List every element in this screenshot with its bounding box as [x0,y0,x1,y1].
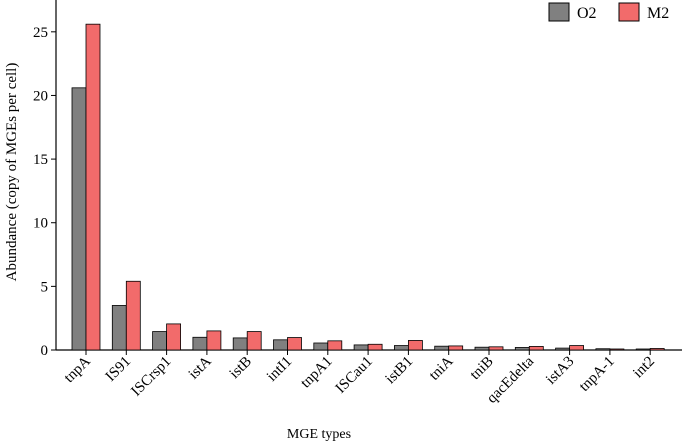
bar-o2-tnia [434,345,450,351]
bar-o2-ista3 [555,347,570,351]
bar-o2-tnib [474,346,490,351]
bar-m2-tnpa1 [327,340,343,351]
y-axis-label: Abundance (copy of MGEs per cell) [4,63,20,282]
bar-m2-iscau1 [367,343,383,351]
x-tick-label: tnpA [61,353,94,386]
x-tick-label: tniB [467,354,497,384]
bar-o2-tnpa1 [313,342,329,351]
y-axis-ticks: 0 5 10 15 20 25 [33,25,56,359]
y-tick-label: 15 [33,152,48,168]
bar-m2-ista [206,330,222,351]
x-tick-label: intI1 [264,354,295,385]
x-tick-label: istA3 [543,354,577,388]
x-tick-label: istB [227,354,255,382]
bar-marks [71,23,665,351]
y-tick-label: 5 [41,279,49,295]
bar-m2-ista3 [569,345,584,351]
bar-m2-istb1 [407,340,423,351]
bar-o2-tnpa [71,87,87,351]
bar-o2-ista [192,336,208,351]
bar-o2-qacedelta [514,347,530,351]
y-tick-label: 0 [41,343,49,359]
bar-m2-tnpa-1 [609,348,625,351]
bar-m2-inti1 [287,337,302,351]
bar-o2-tnpa-1 [595,348,611,351]
bar-o2-int2 [635,348,651,351]
x-tick-label: tnpA1 [298,354,336,392]
bar-m2-istb [246,331,262,351]
x-tick-label: istA [186,353,215,382]
bar-m2-int2 [649,348,665,351]
x-tick-label: ISCau1 [333,354,376,397]
x-tick-label: tnpA-1 [576,354,617,395]
x-axis-label: MGE types [287,427,351,442]
x-tick-label: istB1 [383,354,417,388]
bar-o2-inti1 [273,339,288,351]
legend-label-m2: M2 [647,5,669,22]
x-tick-label: int2 [630,354,658,382]
bar-o2-istb [232,337,248,351]
bar-m2-is91 [125,280,141,351]
bar-m2-tnib [488,346,504,351]
bar-o2-istb1 [393,345,409,351]
bar-o2-iscau1 [353,344,369,351]
bar-m2-iscrsp1 [166,323,182,351]
x-tick-label: ISCrsp1 [128,354,174,400]
bar-m2-tnpa [85,23,101,351]
bar-m2-tnia [448,345,464,351]
x-tick-label: tniA [426,353,456,383]
bar-m2-qacedelta [528,346,544,351]
legend-label-o2: O2 [577,5,597,22]
x-tick-label: IS91 [103,354,134,385]
legend-swatch-o2 [548,2,570,22]
bar-o2-iscrsp1 [152,331,168,351]
plot-frame [55,0,682,351]
y-tick-label: 25 [33,25,48,41]
legend-swatch-m2 [618,2,640,22]
bar-o2-is91 [111,305,127,351]
legend: O2 M2 [548,2,669,22]
y-tick-label: 20 [33,88,48,104]
y-tick-label: 10 [33,216,48,232]
